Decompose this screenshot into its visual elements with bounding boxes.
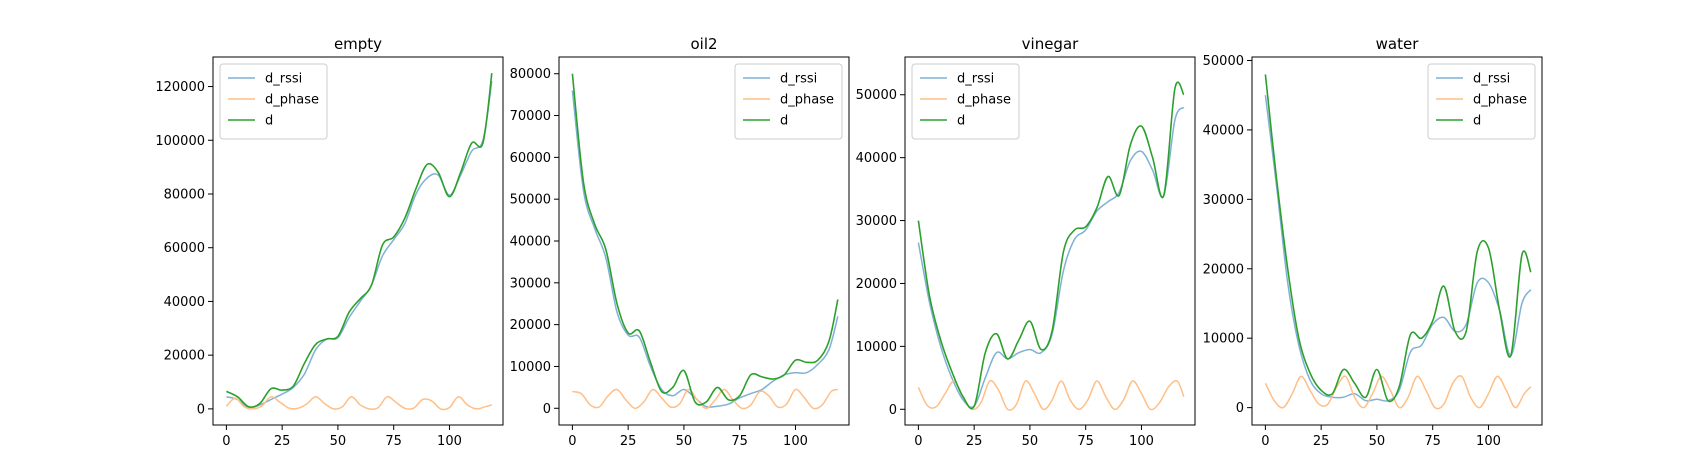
x-tick-label: 50: [330, 434, 347, 449]
x-tick-label: 100: [1129, 434, 1154, 449]
x-tick-label: 25: [1313, 434, 1330, 449]
y-tick-label: 40000: [856, 151, 897, 166]
x-tick-label: 75: [385, 434, 402, 449]
legend-label: d_rssi: [957, 72, 994, 87]
y-tick-label: 0: [543, 402, 551, 417]
y-tick-label: 30000: [1203, 193, 1244, 208]
legend-label: d: [780, 114, 788, 129]
y-tick-label: 0: [1236, 401, 1244, 416]
y-tick-label: 80000: [164, 187, 205, 202]
legend-label: d_phase: [780, 93, 834, 108]
y-tick-label: 50000: [856, 88, 897, 103]
subplot-2: vinegar 0 25 50 75 100 0 10000 20000 30000 40000 50…: [856, 35, 1196, 449]
x-tick-label: 100: [1476, 434, 1501, 449]
x-tick-label: 0: [1261, 434, 1269, 449]
y-tick-label: 100000: [155, 134, 205, 149]
subplot-1: oil2 0 25 50 75 100 0 10000 20000 30000 40000 50000…: [510, 35, 850, 449]
axes-frame: [212, 56, 504, 426]
subplot-title: water: [1376, 35, 1420, 53]
y-tick-label: 40000: [510, 235, 551, 250]
y-tick-label: 40000: [1203, 123, 1244, 138]
axes-frame: [904, 56, 1196, 426]
legend-label: d_phase: [957, 93, 1011, 108]
legend-label: d: [1473, 114, 1481, 129]
x-tick-label: 25: [966, 434, 983, 449]
x-tick-label: 50: [1369, 434, 1386, 449]
y-tick-label: 80000: [510, 67, 551, 82]
series-line-d: [571, 73, 839, 406]
series-line-d-rssi: [917, 106, 1185, 409]
y-tick-label: 20000: [1203, 262, 1244, 277]
series-line-d: [226, 73, 493, 408]
subplot-3: water 0 25 50 75 100 0 10000 20000 30000 40000 5000…: [1203, 35, 1543, 449]
series-line-d-phase: [225, 395, 493, 411]
y-tick-label: 0: [889, 403, 897, 418]
legend-label: d_rssi: [265, 72, 302, 87]
y-tick-label: 30000: [510, 276, 551, 291]
x-tick-label: 75: [1424, 434, 1441, 449]
y-tick-label: 120000: [155, 80, 205, 95]
x-tick-label: 0: [222, 434, 230, 449]
legend-label: d_phase: [265, 93, 319, 108]
y-tick-label: 10000: [856, 340, 897, 355]
series-line-d-rssi: [1264, 95, 1532, 402]
axes-frame: [558, 56, 850, 426]
x-tick-label: 0: [568, 434, 576, 449]
x-tick-label: 25: [274, 434, 291, 449]
axes-frame: [1251, 56, 1543, 426]
legend-label: d: [265, 114, 273, 129]
series-line-d-rssi: [226, 81, 493, 409]
subplot-title: vinegar: [1022, 35, 1079, 53]
y-tick-label: 20000: [856, 277, 897, 292]
legend-label: d_phase: [1473, 93, 1527, 108]
subplot-title: oil2: [690, 35, 717, 53]
subplot-title: empty: [334, 35, 382, 53]
x-tick-label: 25: [620, 434, 637, 449]
x-tick-label: 75: [731, 434, 748, 449]
y-tick-label: 20000: [164, 349, 205, 364]
x-tick-label: 100: [437, 434, 462, 449]
legend-label: d_rssi: [1473, 72, 1510, 87]
series-line-d-rssi: [571, 90, 839, 408]
y-tick-label: 70000: [510, 109, 551, 124]
x-tick-label: 50: [676, 434, 693, 449]
y-tick-label: 50000: [510, 193, 551, 208]
y-tick-label: 10000: [510, 360, 551, 375]
series-line-d: [1264, 74, 1532, 403]
x-tick-label: 50: [1022, 434, 1039, 449]
y-tick-label: 40000: [164, 295, 205, 310]
series-line-d-phase: [572, 388, 838, 410]
subplot-0: empty 0 25 50 75 100 0 20000 40000 60000 80000 1000…: [155, 35, 504, 449]
series-line-d: [917, 81, 1185, 410]
y-tick-label: 60000: [164, 241, 205, 256]
y-tick-label: 20000: [510, 318, 551, 333]
y-tick-label: 30000: [856, 214, 897, 229]
legend-label: d: [957, 114, 965, 129]
y-tick-label: 0: [197, 402, 205, 417]
series-line-d-phase: [1264, 375, 1532, 410]
series-line-d-phase: [917, 379, 1185, 411]
y-tick-label: 10000: [1203, 332, 1244, 347]
x-tick-label: 0: [914, 434, 922, 449]
legend-label: d_rssi: [780, 72, 817, 87]
x-tick-label: 75: [1077, 434, 1094, 449]
y-tick-label: 60000: [510, 151, 551, 166]
y-tick-label: 50000: [1203, 54, 1244, 69]
x-tick-label: 100: [783, 434, 808, 449]
